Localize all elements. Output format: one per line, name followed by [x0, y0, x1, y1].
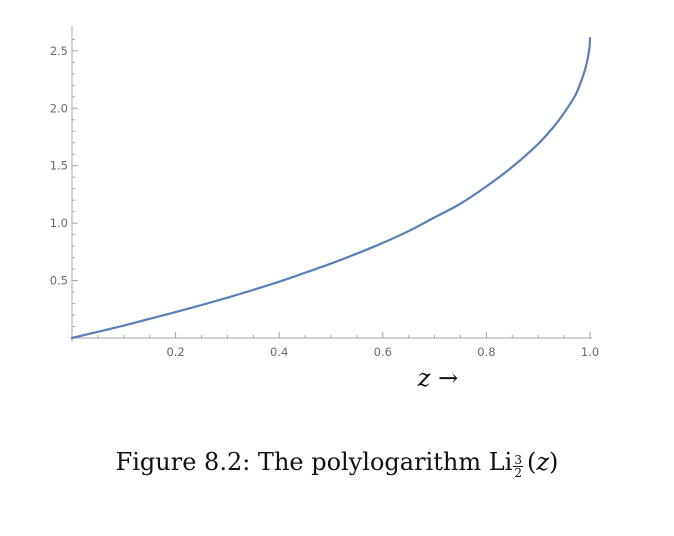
x-tick-label: 0.2 — [166, 345, 184, 359]
x-tick-label: 1.0 — [581, 345, 599, 359]
y-tick-label: 2.5 — [50, 44, 68, 58]
caption-fraction-denominator: 2 — [514, 465, 522, 480]
x-tick-label: 0.4 — [270, 345, 288, 359]
caption-function-name: Li — [488, 448, 513, 476]
axes: 0.2 0.4 0.6 0.8 1.0 0.5 1.0 1.5 2.0 2.5 — [50, 26, 599, 359]
y-tick-label: 2.0 — [50, 101, 68, 115]
caption-argument: (z) — [527, 448, 558, 476]
y-tick-label: 1.5 — [50, 159, 68, 173]
caption-fraction-numerator: 3 — [513, 452, 523, 467]
polylog-curve — [70, 36, 592, 340]
y-tick-label: 0.5 — [50, 274, 68, 288]
caption-prefix: Figure 8.2: The polylogarithm — [115, 448, 489, 476]
caption-variable: z — [536, 448, 550, 476]
figure-caption: Figure 8.2: The polylogarithm Li 3 2 (z) — [0, 448, 674, 479]
y-tick-label: 1.0 — [50, 216, 68, 230]
caption-close-paren: ) — [549, 448, 559, 476]
x-tick-label: 0.6 — [374, 345, 392, 359]
x-tick-label: 0.8 — [477, 345, 495, 359]
caption-open-paren: ( — [526, 448, 537, 476]
polylogarithm-chart: 0.2 0.4 0.6 0.8 1.0 0.5 1.0 1.5 2.0 2.5 z → — [50, 26, 599, 392]
x-axis-label: z → — [417, 364, 458, 392]
